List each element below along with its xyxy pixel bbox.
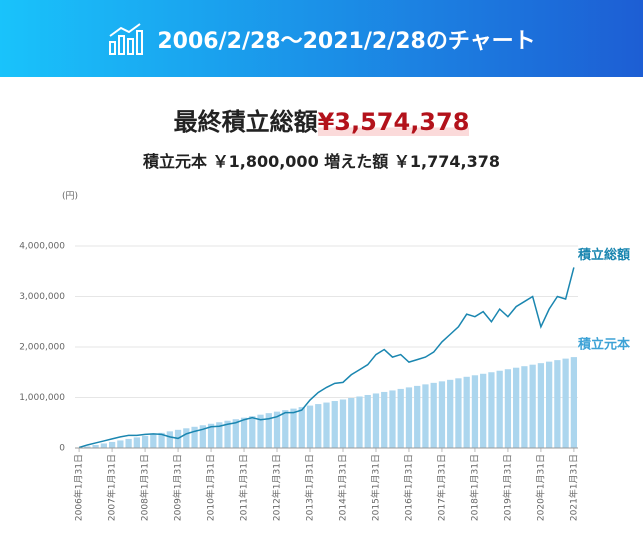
x-tick-label: 2008年1月31日	[139, 454, 151, 521]
final-label: 最終積立総額	[173, 108, 318, 136]
bar	[141, 435, 149, 448]
principal-value: ￥1,800,000	[212, 152, 319, 171]
header-title: 2006/2/28〜2021/2/28のチャート	[157, 28, 536, 54]
bar	[381, 391, 388, 448]
bar	[125, 438, 132, 448]
bar	[108, 441, 116, 448]
bar	[92, 444, 99, 448]
y-tick-label: 3,000,000	[19, 292, 65, 302]
bar	[389, 390, 396, 448]
x-tick-label: 2017年1月31日	[435, 454, 447, 521]
bar	[447, 379, 454, 448]
final-total: 最終積立総額¥3,574,378	[0, 102, 643, 137]
bar	[199, 425, 206, 448]
x-tick-label: 2007年1月31日	[106, 454, 118, 521]
bar	[166, 431, 173, 448]
bar	[150, 434, 157, 448]
bar	[249, 416, 256, 448]
bar	[405, 387, 413, 448]
x-tick-label: 2021年1月31日	[567, 454, 579, 521]
bar	[570, 357, 578, 448]
bar	[537, 363, 545, 448]
bar	[191, 426, 198, 448]
line	[78, 267, 575, 449]
series-label: 積立総額	[577, 247, 630, 263]
bar	[455, 378, 462, 448]
bar	[298, 407, 305, 448]
bar	[207, 423, 215, 448]
x-tick-label: 2013年1月31日	[304, 454, 316, 521]
bar	[546, 361, 553, 448]
chart: (円) 0 1,000,000 2,000,000 3,000,000 4,000,00…	[19, 191, 630, 522]
x-tick-label: 2006年1月31日	[73, 454, 85, 521]
summary-line: 積立元本 ￥1,800,000 増えた額 ￥1,774,378	[0, 148, 643, 172]
y-tick-label: 4,000,000	[19, 242, 65, 252]
y-unit-label: (円)	[62, 191, 78, 202]
final-value: ¥3,574,378	[317, 108, 470, 136]
bar	[504, 369, 512, 448]
bar	[100, 443, 107, 448]
bar	[496, 370, 503, 448]
y-tick-label: 1,000,000	[19, 393, 65, 403]
bar	[414, 385, 421, 448]
x-tick-label: 2016年1月31日	[402, 454, 414, 521]
bar	[158, 432, 165, 448]
x-tick-label: 2015年1月31日	[369, 454, 381, 521]
y-tick-label: 2,000,000	[19, 343, 65, 353]
bar	[554, 360, 561, 448]
bar	[422, 384, 429, 448]
bar	[273, 411, 281, 448]
bar	[463, 376, 470, 448]
x-tick-label: 2009年1月31日	[172, 454, 184, 521]
bar	[240, 417, 248, 448]
bar	[183, 428, 190, 448]
x-tick-label: 2010年1月31日	[205, 454, 217, 521]
bar	[356, 396, 363, 448]
bar	[438, 381, 446, 448]
bar	[513, 367, 520, 448]
bar	[323, 402, 330, 448]
x-tick-label: 2012年1月31日	[271, 454, 283, 521]
bar	[257, 414, 264, 448]
x-tick-label: 2014年1月31日	[336, 454, 348, 521]
bar	[232, 419, 239, 448]
bar	[331, 401, 338, 448]
bar	[339, 399, 347, 448]
bar	[290, 408, 297, 448]
x-tick-label: 2011年1月31日	[238, 454, 250, 521]
header: 2006/2/28〜2021/2/28のチャート	[0, 0, 643, 77]
bar	[216, 422, 223, 448]
bar	[133, 437, 140, 448]
bar	[529, 364, 536, 448]
bar	[480, 373, 487, 448]
bar	[372, 393, 380, 448]
bar	[282, 410, 289, 448]
bar	[224, 420, 231, 448]
series-label: 積立元本	[577, 337, 630, 353]
bar	[488, 372, 495, 448]
gain-value: ￥1,774,378	[393, 152, 500, 171]
principal-label: 積立元本	[143, 152, 208, 171]
bar	[306, 405, 314, 448]
bar	[117, 440, 124, 448]
y-tick-label: 0	[59, 444, 65, 454]
bar	[430, 382, 437, 448]
chart-icon	[109, 22, 144, 55]
x-tick-label: 2018年1月31日	[468, 454, 480, 521]
gain-label: 増えた額	[324, 152, 389, 171]
bar	[521, 366, 528, 448]
bar	[315, 404, 322, 448]
x-tick-label: 2020年1月31日	[534, 454, 546, 521]
bar	[397, 388, 404, 448]
bar	[364, 394, 371, 448]
bar	[562, 358, 569, 448]
bar	[265, 413, 272, 448]
bar	[84, 446, 91, 448]
bar	[471, 375, 479, 448]
bar	[348, 398, 355, 448]
x-tick-label: 2019年1月31日	[501, 454, 513, 521]
